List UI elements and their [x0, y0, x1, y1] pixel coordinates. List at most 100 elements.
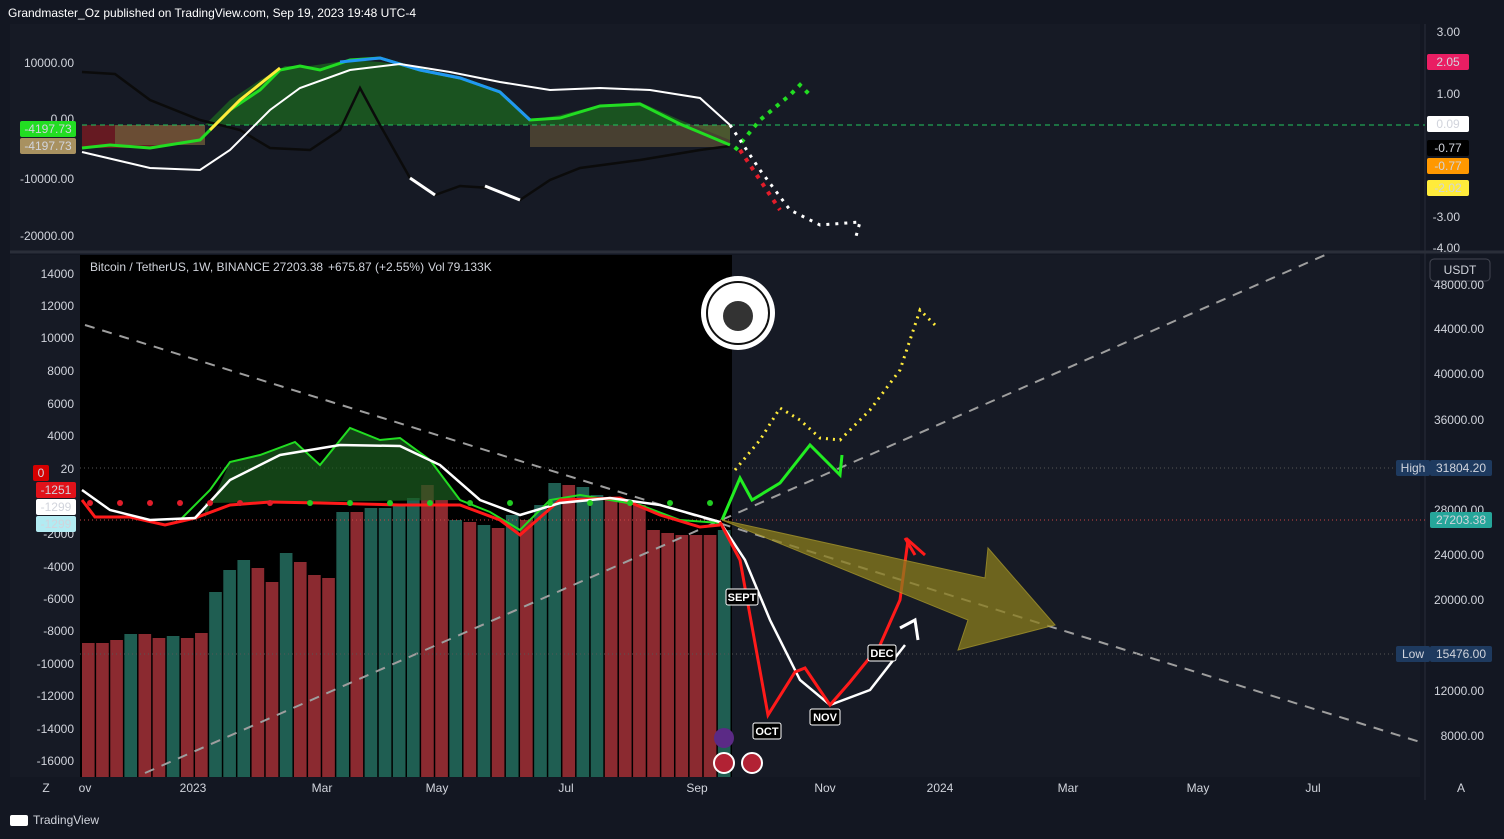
volume-bar: [195, 633, 208, 777]
y-tick-label: 1.00: [1437, 87, 1461, 101]
volume-bars: [82, 483, 731, 777]
legend-price: 27203.38: [273, 260, 323, 274]
dot: [627, 500, 633, 506]
value-badge-bg: [1427, 54, 1469, 70]
dot: [237, 500, 243, 506]
value-badge: -1299: [41, 517, 72, 531]
volume-bar: [562, 485, 576, 777]
y-tick-label: 4000: [47, 429, 74, 443]
black-line: [81, 70, 731, 202]
big-arrow: [721, 519, 1056, 651]
volume-bar: [421, 485, 434, 777]
value-badge-bg: [1427, 116, 1469, 132]
projection-white: [728, 124, 863, 241]
annotation-bg: [725, 588, 759, 606]
signal-blue: [339, 56, 532, 122]
signal-yellow: [208, 66, 281, 132]
annotation: NOV: [813, 712, 838, 724]
value-badge-bg: [20, 138, 76, 154]
annotation-bg: [867, 644, 897, 662]
y-tick-label: 8000.00: [1441, 729, 1485, 743]
dot: [587, 500, 593, 506]
x-tick-label: Sep: [686, 781, 708, 795]
y-tick-label: 14000: [41, 267, 75, 281]
y-tick-label: 3.00: [1437, 25, 1461, 39]
volume-bar: [392, 505, 406, 777]
symbol: Bitcoin / TetherUS, 1W, BINANCE: [90, 260, 270, 274]
logo: [10, 815, 28, 826]
volume-bar: [279, 553, 293, 777]
footer: [0, 800, 1504, 839]
arrow-head: [903, 537, 917, 556]
volume-bar: [180, 638, 194, 777]
y-tick-label: 12000.00: [1434, 684, 1484, 698]
volume-bar: [590, 495, 604, 777]
value-badge-bg: [36, 482, 76, 498]
y-tick-label: 10000: [41, 331, 75, 345]
value-badge: -2.02: [1434, 181, 1462, 195]
currency-button[interactable]: [1429, 258, 1491, 282]
value-badge-bg: [20, 121, 76, 137]
value-badge: -1251: [41, 483, 72, 497]
dot: [707, 500, 713, 506]
volume-bar: [618, 500, 632, 777]
dot: [117, 500, 123, 506]
volume-bar: [265, 582, 279, 777]
volume-bar: [209, 592, 222, 777]
currency[interactable]: USDT: [1444, 263, 1477, 277]
y-tick-label: 44000.00: [1434, 322, 1484, 336]
value-badge: -1299: [41, 500, 72, 514]
zoom-button[interactable]: Z: [42, 781, 49, 795]
white-line: [81, 62, 731, 172]
high-label: High: [1401, 461, 1426, 475]
histogram-brown: [115, 125, 205, 145]
forecast-yellow: [733, 307, 937, 471]
annotation-bg: [752, 722, 782, 740]
volume-bar: [293, 562, 307, 777]
dot: [207, 500, 213, 506]
x-tick-label: Mar: [312, 781, 333, 795]
annotation-bg: [809, 708, 841, 726]
x-tick-label: Nov: [814, 781, 835, 795]
y-tick-label: -10000.00: [20, 172, 74, 186]
low-value: 15476.00: [1436, 647, 1486, 661]
white-segment: [409, 176, 436, 197]
value-badge-bg: [36, 516, 76, 532]
y-tick-label: 20: [61, 462, 75, 476]
oscillator-fill: [205, 428, 460, 518]
low-value-bg: [1430, 646, 1492, 662]
volume-bar: [336, 512, 349, 777]
low-label-bg: [1396, 646, 1430, 662]
volume-bar: [703, 535, 717, 777]
value-badge: 2.05: [1436, 55, 1460, 69]
x-tick-label: Jul: [1305, 781, 1320, 795]
volume-bar: [604, 500, 618, 777]
volume-bar: [223, 570, 236, 777]
histogram-brown: [530, 125, 730, 147]
value-badge-bg: [1427, 158, 1469, 174]
auto-button[interactable]: A: [1457, 781, 1465, 795]
main-drawings: [80, 254, 1425, 774]
event-icon: [714, 728, 734, 748]
legend-volume: 79.133K: [447, 260, 492, 274]
value-badge-bg: [1427, 140, 1469, 156]
y-tick-label: -14000: [37, 722, 75, 736]
volume-bar: [237, 560, 251, 777]
y-tick-label: -20000.00: [20, 229, 74, 243]
y-tick-label: 36000.00: [1434, 413, 1484, 427]
value-badge: -4197.73: [24, 139, 72, 153]
volume-bar: [576, 487, 590, 777]
volume-bar: [407, 498, 420, 777]
x-tick-label: May: [1187, 781, 1210, 795]
volume-bar: [647, 530, 660, 777]
volume-bar: [378, 508, 392, 777]
volume-bar: [251, 568, 265, 777]
y-tick-label: -10000: [37, 657, 75, 671]
volume-bar: [124, 634, 138, 777]
value-badge: 0.09: [1436, 117, 1460, 131]
volume-bar: [633, 505, 646, 777]
dot: [147, 500, 153, 506]
annotation: SEPT: [728, 592, 757, 604]
y-tick-label: -3.00: [1433, 210, 1461, 224]
volume-bar: [166, 636, 180, 777]
